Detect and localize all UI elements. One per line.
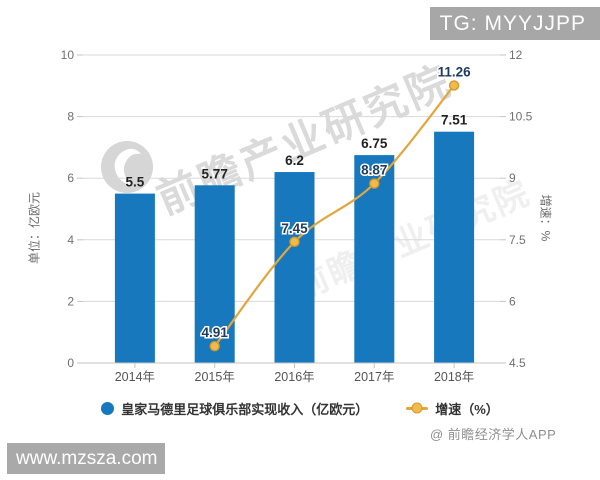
bar [114, 193, 155, 363]
legend-bar-marker-icon [101, 401, 115, 415]
bar [434, 131, 475, 363]
bar-value-label: 5.77 [202, 166, 228, 181]
growth-line [213, 84, 455, 347]
bar-value-label: 5.5 [126, 175, 145, 190]
x-axis-category-label: 2015年 [195, 370, 235, 384]
growth-point-label: 4.91 [202, 325, 229, 340]
bar [274, 172, 315, 363]
right-axis-tick-label: 6 [509, 294, 516, 308]
growth-point [289, 236, 300, 248]
legend-label-growth: 增速（%） [435, 401, 499, 417]
right-axis-tick-label: 7.5 [509, 233, 526, 247]
legend-line-marker-icon [406, 402, 429, 414]
growth-point [209, 340, 220, 352]
left-axis-tick-label: 4 [67, 233, 74, 247]
legend-item-growth[interactable]: 增速（%） [406, 399, 499, 418]
growth-point [448, 80, 460, 91]
x-axis-category-label: 2017年 [354, 370, 394, 384]
right-axis-tick-label: 9 [509, 171, 516, 185]
right-axis-tick-label: 10.5 [509, 110, 533, 124]
telegram-watermark-badge: TG: MYYJJPP [429, 7, 600, 40]
bar [354, 155, 395, 363]
right-axis-title: 增速：% [538, 194, 553, 242]
source-credit: @ 前瞻经济学人APP [430, 427, 557, 442]
legend: 皇家马德里足球俱乐部实现收入（亿欧元） 增速（%） [0, 399, 600, 417]
left-axis-tick-label: 6 [67, 171, 74, 185]
x-axis-category-label: 2018年 [434, 370, 474, 384]
left-axis-tick-label: 0 [67, 356, 74, 370]
left-axis-tick-label: 8 [67, 110, 74, 124]
right-axis-tick-label: 12 [509, 48, 523, 62]
growth-point-label: 11.26 [438, 64, 472, 79]
x-axis-category-label: 2014年 [115, 370, 155, 384]
left-axis-tick-label: 2 [67, 294, 74, 308]
growth-point-label: 8.87 [361, 163, 387, 178]
bar-value-label: 7.51 [441, 113, 468, 128]
right-axis-tick-label: 4.5 [509, 356, 526, 370]
left-axis-tick-label: 10 [61, 48, 75, 62]
left-axis-title: 单位：亿欧元 [27, 191, 42, 265]
x-axis-category-label: 2016年 [274, 370, 314, 384]
brand-logo-watermark-icon [101, 141, 153, 193]
growth-point [369, 178, 380, 189]
growth-point-label: 7.45 [281, 221, 308, 236]
bar-value-label: 6.75 [361, 136, 388, 151]
site-watermark: www.mzsza.com [7, 443, 165, 474]
bar-value-label: 6.2 [285, 153, 304, 168]
legend-item-revenue[interactable]: 皇家马德里足球俱乐部实现收入（亿欧元） [101, 399, 368, 418]
bar [194, 185, 235, 363]
legend-label-revenue: 皇家马德里足球俱乐部实现收入（亿欧元） [121, 401, 369, 417]
